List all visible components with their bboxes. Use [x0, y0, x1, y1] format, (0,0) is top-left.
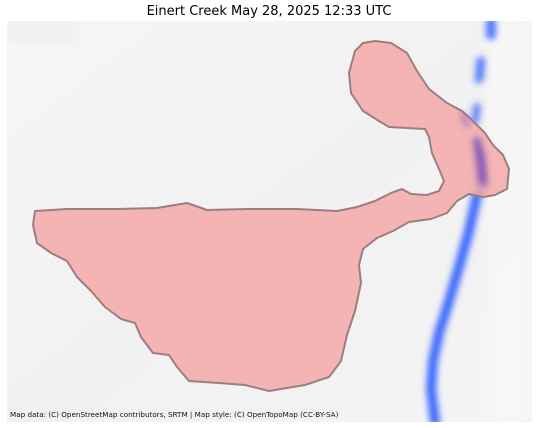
- map-svg: [7, 21, 532, 422]
- stream-overlap: [460, 112, 487, 185]
- flood-extent-polygon: [32, 40, 510, 392]
- map-attribution: Map data: (C) OpenStreetMap contributors…: [10, 410, 339, 419]
- map-title: Einert Creek May 28, 2025 12:33 UTC: [146, 4, 392, 19]
- map-canvas[interactable]: Map data: (C) OpenStreetMap contributors…: [7, 21, 532, 422]
